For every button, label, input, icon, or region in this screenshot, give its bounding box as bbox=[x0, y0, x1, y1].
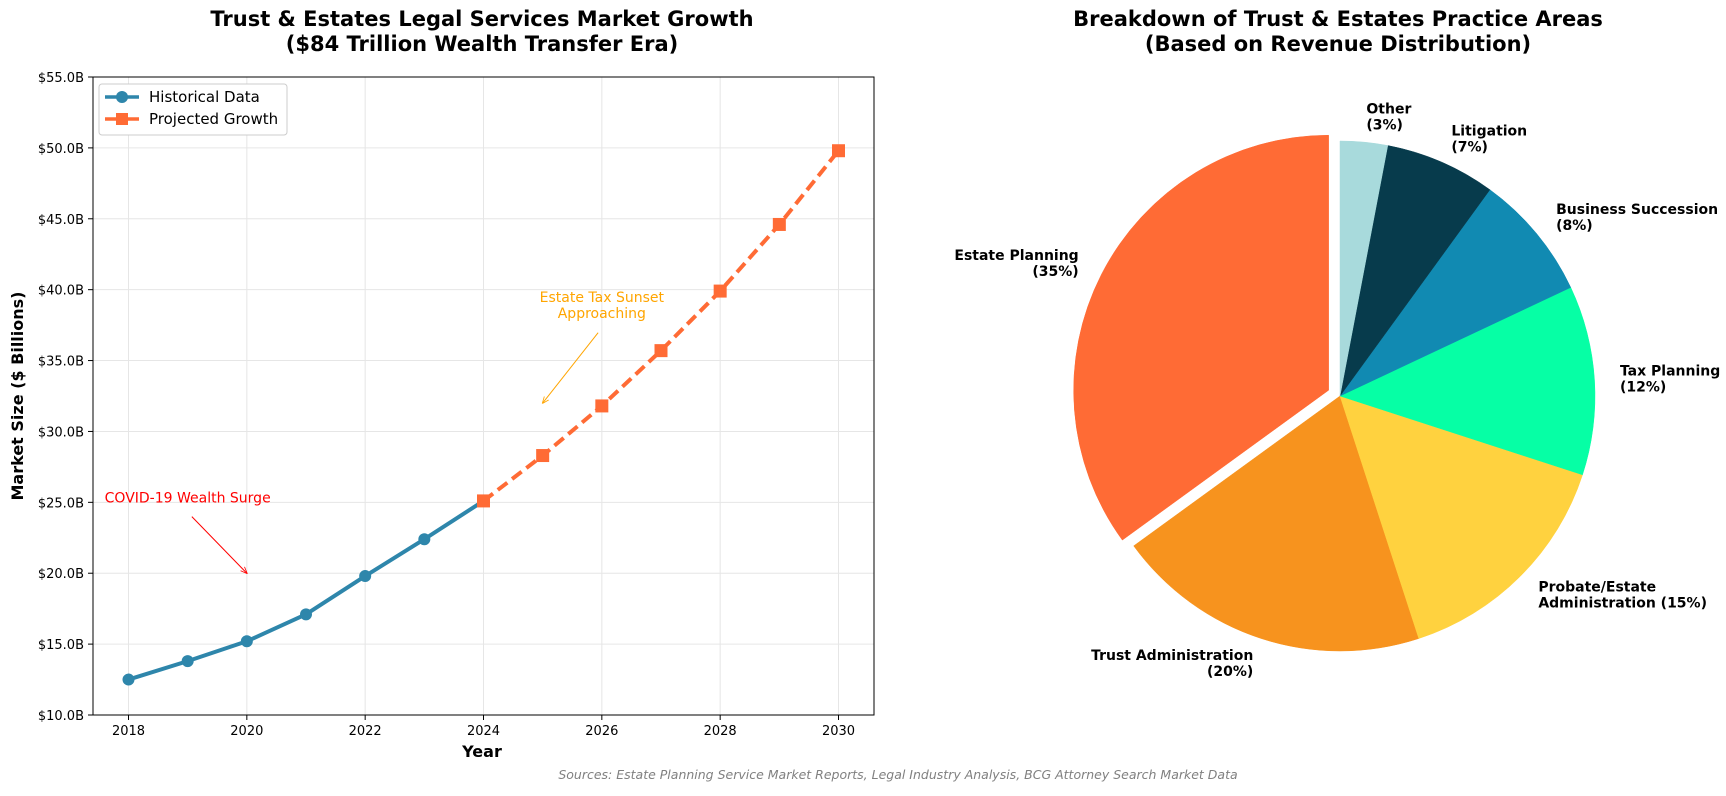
annotation-text: Estate Tax Sunset Approaching bbox=[540, 290, 665, 322]
pie-chart-title: Breakdown of Trust & Estates Practice Ar… bbox=[1073, 7, 1603, 56]
pie-slice bbox=[1073, 134, 1329, 541]
annotation-arrow bbox=[543, 332, 599, 403]
x-tick-label: 2028 bbox=[704, 724, 737, 739]
x-tick-label: 2026 bbox=[585, 724, 618, 739]
y-tick-label: $15.0B bbox=[38, 638, 84, 653]
pie-slice bbox=[1133, 395, 1420, 652]
y-tick-label: $50.0B bbox=[38, 142, 84, 157]
line-chart-y-axis-label: Market Size ($ Billions) bbox=[8, 292, 27, 501]
annotation-arrow bbox=[191, 516, 247, 574]
data-point bbox=[654, 344, 668, 358]
legend-historical-label: Historical Data bbox=[149, 88, 260, 106]
y-tick-label: $40.0B bbox=[38, 284, 84, 299]
data-point bbox=[595, 399, 609, 413]
line-chart-x-axis-label: Year bbox=[461, 742, 502, 761]
pie-slice-label: Probate/Estate Administration (15%) bbox=[1538, 579, 1707, 611]
pie-chart-labels: Estate Planning (35%) Trust Administration… bbox=[954, 102, 1720, 680]
y-tick-label: $25.0B bbox=[38, 496, 84, 511]
pie-slice bbox=[1339, 287, 1596, 476]
line-chart-annotations: COVID-19 Wealth Surge Estate Tax Sunset Ap… bbox=[105, 290, 665, 573]
data-point bbox=[181, 655, 194, 668]
pie-chart: Breakdown of Trust & Estates Practice Ar… bbox=[954, 7, 1720, 680]
pie-slice-label: Other (3%) bbox=[1366, 102, 1411, 134]
source-note: Sources: Estate Planning Service Market … bbox=[558, 767, 1237, 782]
data-point bbox=[477, 494, 490, 508]
x-tick-label: 2024 bbox=[467, 724, 500, 739]
legend-projected-marker bbox=[116, 113, 128, 125]
x-tick-label: 2022 bbox=[349, 724, 382, 739]
legend-historical-marker bbox=[116, 91, 128, 103]
pie-slice-label: Litigation (7%) bbox=[1451, 124, 1527, 156]
x-tick-label: 2018 bbox=[112, 724, 145, 739]
pie-slice bbox=[1339, 395, 1583, 639]
line-chart-series bbox=[122, 144, 845, 686]
data-point bbox=[122, 673, 135, 686]
line-chart-legend: Historical Data Projected Growth bbox=[98, 83, 288, 136]
pie-slice-label: Tax Planning (12%) bbox=[1620, 363, 1720, 395]
data-point bbox=[772, 217, 786, 231]
data-point bbox=[536, 449, 550, 463]
pie-slice-label: Estate Planning (35%) bbox=[954, 248, 1078, 280]
line-chart-title: Trust & Estates Legal Services Market Gr… bbox=[210, 7, 753, 56]
y-tick-label: $55.0B bbox=[38, 71, 84, 86]
series-line bbox=[482, 149, 841, 503]
data-point bbox=[418, 533, 431, 546]
line-chart-ticks: 2018 2020 2022 2024 2026 2028 2030 $10.0B $15.0B… bbox=[38, 71, 855, 739]
series-line bbox=[127, 499, 485, 682]
y-tick-label: $30.0B bbox=[38, 425, 84, 440]
data-point bbox=[300, 608, 312, 621]
line-chart-grid bbox=[93, 76, 874, 716]
x-tick-label: 2030 bbox=[822, 724, 855, 739]
y-tick-label: $35.0B bbox=[38, 355, 84, 370]
legend-frame bbox=[98, 83, 288, 136]
annotation-text: COVID-19 Wealth Surge bbox=[105, 490, 271, 506]
data-point bbox=[359, 570, 372, 583]
pie-slice bbox=[1339, 140, 1389, 397]
data-point bbox=[240, 635, 253, 648]
x-tick-label: 2020 bbox=[230, 724, 263, 739]
line-chart: Trust & Estates Legal Services Market Gr… bbox=[8, 7, 875, 761]
legend-projected-label: Projected Growth bbox=[149, 110, 278, 128]
data-point bbox=[713, 284, 727, 298]
pie-slice-label: Business Succession (8%) bbox=[1556, 202, 1718, 234]
pie-chart-slices bbox=[1073, 134, 1596, 652]
y-tick-label: $10.0B bbox=[38, 709, 84, 724]
pie-slice bbox=[1339, 189, 1572, 397]
pie-slice bbox=[1339, 145, 1491, 397]
y-tick-label: $45.0B bbox=[38, 213, 84, 228]
data-point bbox=[832, 144, 845, 158]
pie-slice-label: Trust Administration (20%) bbox=[1091, 648, 1253, 680]
y-tick-label: $20.0B bbox=[38, 567, 84, 582]
